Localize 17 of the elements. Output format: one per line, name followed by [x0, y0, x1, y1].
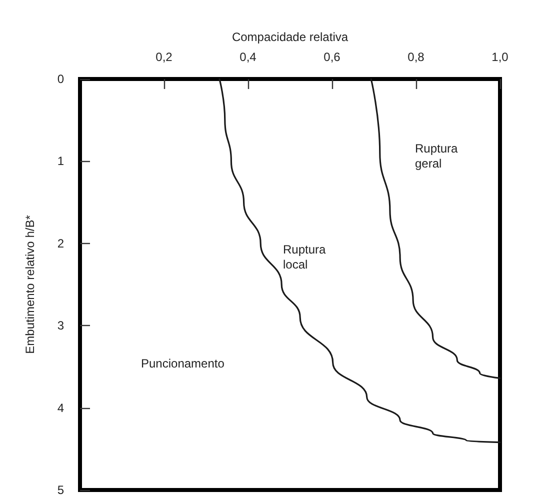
x-axis-title: Compacidade relativa: [232, 30, 348, 44]
y-axis-title: Embutimento relativo h/B*: [23, 214, 37, 354]
y-tick-label: 2: [57, 236, 64, 250]
annotation: Puncionamento: [141, 356, 225, 370]
annotation: Ruptura geral: [415, 142, 458, 170]
y-tick-label: 4: [57, 400, 64, 415]
x-tick-label: 1,0: [492, 50, 509, 64]
x-tick-label: 0,4: [240, 50, 257, 64]
annotation: Ruptura local: [283, 242, 326, 272]
y-tick-label: 0: [57, 72, 64, 86]
line-series: [370, 78, 501, 380]
x-tick-label: 0,8: [408, 50, 425, 64]
x-tick-label: 0,6: [324, 50, 341, 64]
y-tick-label: 3: [57, 318, 64, 333]
y-tick-label: 5: [57, 483, 64, 497]
y-tick-label: 1: [57, 154, 64, 168]
x-tick-label: 0,2: [156, 50, 173, 64]
